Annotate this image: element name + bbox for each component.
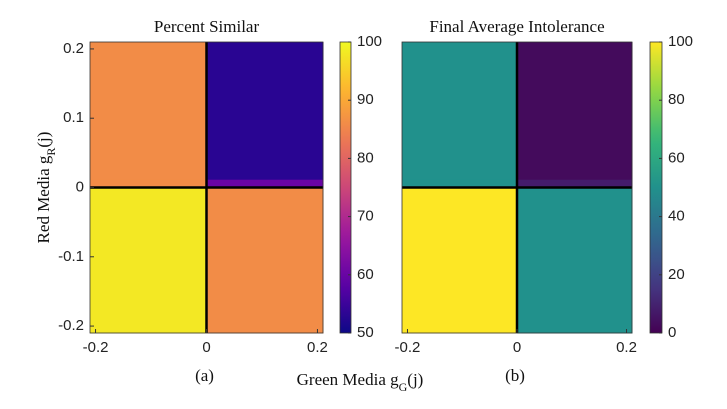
chart-title: Percent Similar	[154, 17, 260, 36]
panel-label: (b)	[505, 366, 525, 385]
heatmap-cell	[90, 179, 207, 188]
colorbar-tick-label: 60	[357, 266, 374, 283]
y-tick-label: 0.1	[63, 109, 84, 126]
colorbar-tick-label: 40	[668, 208, 685, 225]
heatmap-cell	[402, 187, 518, 334]
y-tick-label: -0.2	[58, 317, 84, 334]
x-tick-label: -0.2	[83, 339, 109, 356]
heatmap-cell	[90, 187, 207, 334]
y-tick-label: 0	[76, 178, 84, 195]
x-tick-label: 0.2	[307, 339, 328, 356]
heatmap-cell	[402, 179, 518, 188]
colorbar-tick-label: 100	[357, 33, 382, 50]
x-axis-label: Green Media gG(j)	[297, 370, 424, 394]
colorbar-tick-label: 60	[668, 149, 685, 166]
x-tick-label: 0.2	[616, 339, 637, 356]
colorbar-tick-label: 100	[668, 33, 693, 50]
x-tick-label: 0	[513, 339, 521, 356]
colorbar-tick-label: 90	[357, 91, 374, 108]
colorbar-tick-label: 20	[668, 266, 685, 283]
heatmap-cell	[517, 179, 633, 188]
colorbar	[649, 41, 663, 334]
colorbar-tick-label: 0	[668, 324, 676, 341]
heatmap-cell	[517, 187, 633, 334]
x-tick-label: -0.2	[395, 339, 421, 356]
panel-label: (a)	[195, 366, 214, 385]
colorbar-tick-label: 50	[357, 324, 374, 341]
colorbar-tick-label: 80	[668, 91, 685, 108]
colorbar	[339, 41, 352, 334]
heatmap-cell	[206, 187, 324, 334]
colorbar-tick-label: 80	[357, 149, 374, 166]
heatmap-cell	[402, 42, 518, 180]
heatmap-cell	[517, 42, 633, 180]
x-tick-label: 0	[202, 339, 210, 356]
heatmap-cell	[206, 179, 324, 188]
y-tick-label: -0.1	[58, 248, 84, 265]
colorbar-tick-label: 70	[357, 208, 374, 225]
chart-title: Final Average Intolerance	[429, 17, 604, 36]
heatmap-cell	[90, 42, 207, 180]
heatmap-cell	[206, 42, 324, 180]
y-tick-label: 0.2	[63, 40, 84, 57]
y-axis-label: Red Media gR(j)	[34, 132, 58, 244]
